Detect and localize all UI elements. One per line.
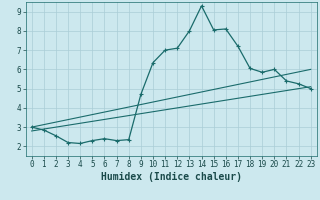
X-axis label: Humidex (Indice chaleur): Humidex (Indice chaleur) [101, 172, 242, 182]
